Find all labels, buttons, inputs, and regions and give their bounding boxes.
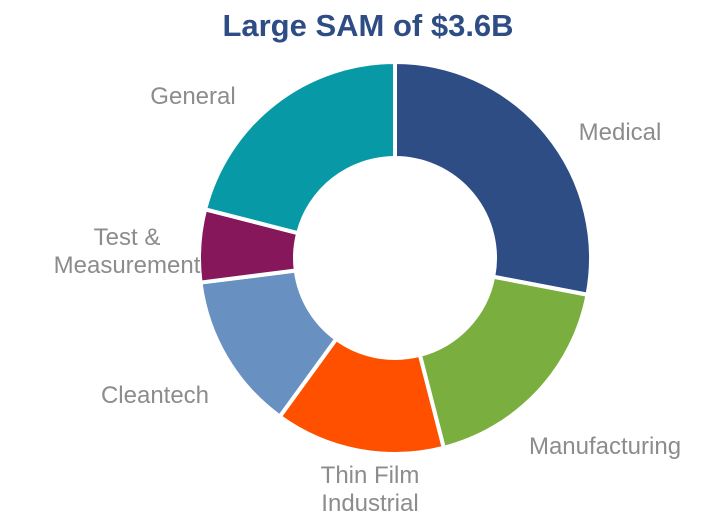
- donut-segment: [202, 59, 397, 236]
- chart-title: Large SAM of $3.6B: [222, 8, 514, 43]
- segment-label: General: [150, 83, 236, 110]
- donut-segment: [393, 59, 593, 298]
- donut-segment: [417, 274, 590, 451]
- segment-label: Medical: [578, 119, 662, 146]
- segment-label: Manufacturing: [528, 433, 682, 460]
- segment-label: Test & Measurement: [53, 224, 201, 279]
- segment-label: Cleantech: [100, 382, 210, 409]
- segment-label: Thin Film Industrial: [320, 462, 420, 517]
